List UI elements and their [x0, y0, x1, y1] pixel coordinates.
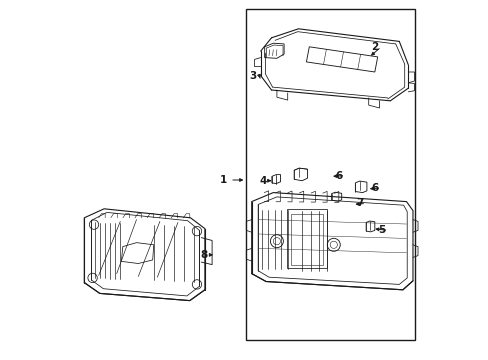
Text: 6: 6 [370, 183, 378, 193]
Text: 3: 3 [249, 71, 256, 81]
Text: 7: 7 [355, 198, 363, 208]
Text: 2: 2 [370, 42, 378, 52]
Text: 1: 1 [220, 175, 227, 185]
Bar [290, 214, 322, 265]
Text: 5: 5 [378, 225, 385, 235]
Text: 6: 6 [334, 171, 342, 181]
Text: 4: 4 [259, 176, 267, 186]
Bar [246, 9, 414, 340]
Bar [286, 209, 326, 268]
Text: 8: 8 [200, 250, 207, 260]
